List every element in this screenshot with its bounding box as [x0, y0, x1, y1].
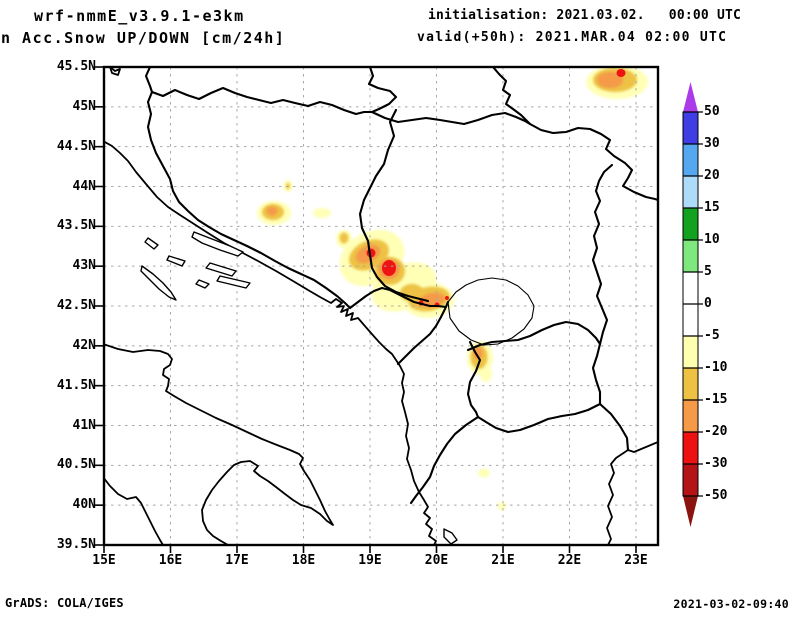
colorbar-label: 30: [704, 136, 720, 151]
island-dalmatia-2: [144, 237, 159, 250]
border-croatia-serbia-danube: [367, 67, 398, 114]
border-serbia-bulgaria: [591, 163, 614, 406]
border-albania-greece: [409, 415, 480, 505]
colorbar-segment: [683, 368, 698, 400]
island-dalmatia-1: [140, 265, 177, 301]
lat-label: 40N: [72, 497, 96, 513]
lat-label: 39.5N: [56, 537, 96, 552]
coastline-adriatic-east: [104, 140, 437, 545]
colorbar-label: 15: [704, 200, 720, 215]
lat-label: 42.5N: [56, 298, 96, 313]
colorbar-label: 5: [704, 264, 712, 279]
colorbar-label: -50: [704, 488, 728, 503]
border-macedonia-greece: [476, 402, 602, 434]
snowfall-shading: [257, 67, 648, 510]
shade-level-red: [366, 69, 626, 308]
lat-label: 41.5N: [56, 377, 96, 393]
colorbar-segment: [683, 176, 698, 208]
shade-level-gold: [262, 68, 637, 369]
colorbar-label: -10: [704, 360, 728, 375]
map-frame: [102, 65, 660, 547]
creation-timestamp: 2021-03-02-09:40: [673, 597, 789, 611]
colorbar-segment: [683, 400, 698, 432]
colorbar-segment: [683, 464, 698, 496]
colorbar-label: -15: [704, 392, 728, 407]
lon-label: 23E: [624, 553, 648, 568]
lon-label: 19E: [358, 553, 382, 568]
island-dalmatia-6: [216, 275, 251, 289]
field-title: n Acc.Snow UP/DOWN [cm/24h]: [1, 29, 286, 47]
axis-ticks: [95, 66, 637, 553]
lat-label: 44.5N: [56, 138, 96, 154]
colorbar-label: 10: [704, 232, 720, 247]
border-serbia-romania: [491, 67, 658, 202]
model-title: wrf-nmmE_v3.9.1-e3km: [34, 7, 245, 25]
coastline-greece-thermaic: [606, 441, 658, 545]
lat-label: 45N: [72, 98, 96, 114]
lat-label: 42N: [72, 337, 96, 353]
colorbar-label: -20: [704, 424, 728, 439]
colorbar-segment: [683, 144, 698, 176]
grads-credit: GrADS: COLA/IGES: [5, 596, 124, 610]
shade-level-pale: [257, 67, 648, 510]
island-corfu: [443, 528, 458, 545]
lat-label: 41N: [72, 417, 96, 433]
island-dalmatia-5: [205, 262, 237, 277]
colorbar-label: -30: [704, 456, 728, 471]
colorbar-segment: [683, 240, 698, 272]
lon-label: 21E: [491, 553, 515, 568]
valid-time-label: valid(+50h): 2021.MAR.04 02:00 UTC: [417, 30, 728, 45]
lat-label: 43.5N: [56, 218, 96, 234]
lat-label: 43N: [72, 258, 96, 274]
lon-label: 22E: [557, 553, 582, 568]
coastline-italy-calabria: [104, 476, 164, 545]
island-dalmatia-4: [191, 231, 244, 257]
lon-label: 20E: [424, 553, 449, 568]
colorbar-segment: [683, 336, 698, 368]
colorbar-arrow-up: [683, 82, 698, 112]
lon-label: 15E: [92, 553, 116, 568]
lat-label: 44N: [72, 178, 96, 194]
colorbar-label: -5: [704, 328, 720, 343]
init-time-label: initialisation: 2021.03.02. 00:00 UTC: [428, 8, 742, 23]
lat-label: 45.5N: [56, 59, 96, 74]
coastline-istria: [109, 67, 121, 76]
island-dalmatia-3: [166, 255, 186, 267]
lon-label: 17E: [225, 553, 249, 568]
border-bosnia-montenegro: [348, 286, 448, 310]
border-croatia-bosnia-west: [146, 90, 352, 310]
lat-label: 40.5N: [56, 457, 96, 473]
border-montenegro-albania: [396, 300, 450, 366]
colorbar-segment: [683, 112, 698, 144]
coastline-italy-puglia: [104, 343, 334, 545]
colorbar-segment: [683, 208, 698, 240]
colorbar-label: 0: [704, 296, 712, 311]
island-dalmatia-7: [195, 279, 210, 289]
colorbar-segment: [683, 272, 698, 304]
lon-label: 18E: [291, 553, 316, 568]
colorbar-segment: [683, 432, 698, 464]
colorbar-segment: [683, 304, 698, 336]
colorbar: [682, 82, 703, 527]
colorbar-label: 50: [704, 104, 720, 119]
border-sava-north: [150, 86, 532, 126]
lon-label: 16E: [158, 553, 183, 568]
border-albania-macedonia: [466, 340, 482, 419]
colorbar-arrow-down: [683, 496, 698, 527]
border-slovenia-croatia: [144, 67, 154, 94]
border-greece-northeast: [598, 402, 630, 452]
colorbar-label: 20: [704, 168, 720, 183]
border-kosovo: [447, 277, 535, 346]
border-macedonia-north: [466, 320, 602, 352]
